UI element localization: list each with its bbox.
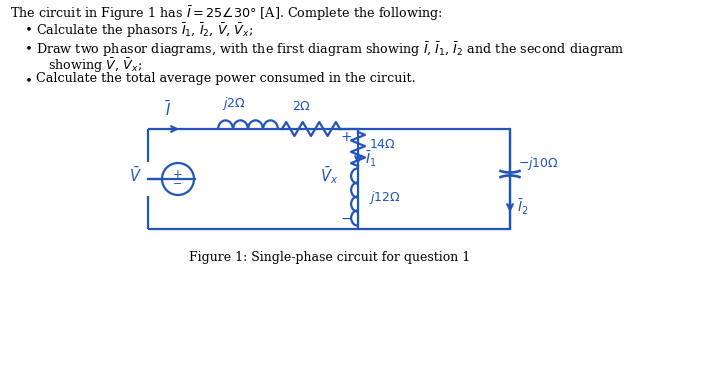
Text: $j12\Omega$: $j12\Omega$ [369,188,401,205]
Text: The circuit in Figure 1 has $\bar{I} = 25\angle30°$ [A]. Complete the following:: The circuit in Figure 1 has $\bar{I} = 2… [10,4,442,23]
Text: +: + [173,167,183,181]
Text: $\bar{I}_1$: $\bar{I}_1$ [365,149,376,169]
Text: $\bullet$: $\bullet$ [24,72,32,85]
Text: Draw two phasor diagrams, with the first diagram showing $\bar{I}$, $\bar{I}_1$,: Draw two phasor diagrams, with the first… [36,40,625,58]
Text: $\bar{I}$: $\bar{I}$ [165,100,171,119]
Text: −: − [173,179,183,189]
Text: $\bar{V}$: $\bar{V}$ [129,166,142,184]
Text: $\bar{V}_x$: $\bar{V}_x$ [320,164,338,186]
Text: Calculate the phasors $\bar{I}_1$, $\bar{I}_2$, $\bar{V}$, $\bar{V}_x$;: Calculate the phasors $\bar{I}_1$, $\bar… [36,21,253,40]
Text: −: − [340,212,352,226]
Text: $-j10\Omega$: $-j10\Omega$ [518,155,559,173]
Text: $\bullet$: $\bullet$ [24,21,32,34]
Text: Figure 1: Single-phase circuit for question 1: Figure 1: Single-phase circuit for quest… [189,251,470,264]
Text: $j2\Omega$: $j2\Omega$ [222,95,246,112]
Text: $\bullet$: $\bullet$ [24,40,32,53]
Text: Calculate the total average power consumed in the circuit.: Calculate the total average power consum… [36,72,416,85]
Text: $14\Omega$: $14\Omega$ [369,138,396,152]
Text: showing $\bar{V}$, $\bar{V}_x$;: showing $\bar{V}$, $\bar{V}_x$; [48,56,142,75]
Text: +: + [340,130,352,144]
Text: $2\Omega$: $2\Omega$ [292,100,311,113]
Text: $\bar{I}_2$: $\bar{I}_2$ [517,198,529,217]
